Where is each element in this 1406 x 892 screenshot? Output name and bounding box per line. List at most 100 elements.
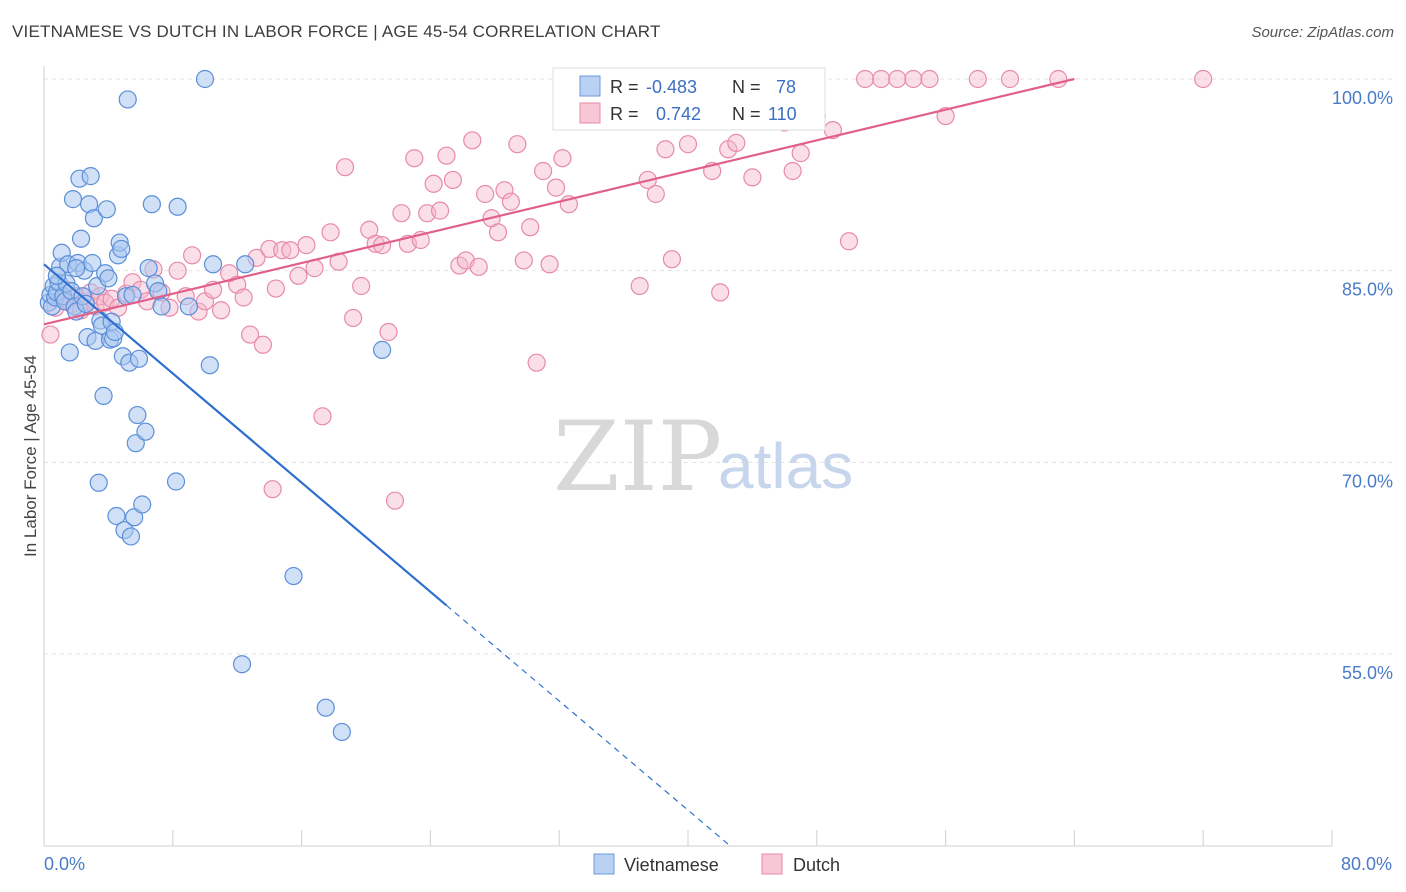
dutch-point-31 (240, 325, 260, 344)
legend-swatch-dutch (579, 102, 601, 124)
vietnamese-point-63 (152, 297, 171, 316)
y-axis-label: In Labor Force | Age 45-54 (21, 355, 40, 557)
dutch-point-65 (476, 184, 495, 204)
y-tick-label-85: 85.0% (1342, 280, 1393, 300)
dutch-point-69 (501, 192, 520, 211)
x-tick-label-max: 80.0% (1341, 854, 1392, 874)
vietnamese-point-31 (89, 473, 108, 492)
dutch-point-111 (1194, 69, 1213, 89)
vietnamese-point-69 (203, 255, 223, 274)
vietnamese-point-45 (112, 239, 131, 259)
dutch-point-50 (379, 322, 398, 342)
vietnamese-point-13 (60, 343, 79, 362)
dutch-point-87 (662, 250, 682, 269)
vietnamese-point-65 (168, 197, 187, 216)
dutch-point-58 (430, 201, 450, 220)
dutch-point-104 (888, 69, 907, 89)
dutch-point-72 (521, 218, 540, 237)
vietnamese-point-73 (316, 698, 335, 717)
vietnamese-point-77 (67, 259, 86, 278)
legend-n-label-1: N = (732, 77, 761, 97)
legend-r-label-2: R = (610, 104, 639, 124)
vietnamese-point-72 (232, 655, 252, 674)
dutch-point-46 (352, 276, 371, 296)
series-label-vietnamese: Vietnamese (624, 855, 719, 875)
legend-r-label-1: R = (610, 77, 639, 97)
dutch-point-38 (289, 266, 308, 285)
dutch-point-71 (514, 251, 533, 270)
y-tick-label-100: 100.0% (1332, 88, 1393, 108)
legend-n-label-2: N = (732, 104, 761, 124)
chart-source: Source: ZipAtlas.com (1251, 24, 1394, 41)
dutch-point-103 (872, 69, 891, 89)
vietnamese-point-27 (83, 253, 102, 273)
dutch-point-41 (313, 407, 332, 426)
vietnamese-point-71 (284, 566, 303, 586)
dutch-point-108 (968, 69, 987, 89)
legend-swatch-vietnamese (579, 75, 601, 97)
series-label-dutch: Dutch (793, 855, 840, 875)
vietnamese-point-23 (76, 294, 95, 313)
y-tick-label-55: 55.0% (1342, 663, 1393, 683)
dutch-point-44 (335, 158, 355, 177)
dutch-point-35 (266, 279, 285, 298)
series-legend: Vietnamese Dutch (593, 853, 840, 875)
vietnamese-point-51 (121, 527, 141, 546)
vietnamese-point-20 (71, 229, 91, 248)
watermark-zip: ZIP (553, 401, 722, 513)
dutch-point-33 (253, 335, 273, 354)
dutch-point-54 (405, 149, 424, 168)
dutch-point-105 (904, 69, 923, 89)
dutch-point-57 (424, 174, 443, 193)
series-swatch-vietnamese (593, 853, 615, 875)
legend-r-value-1: -0.483 (646, 77, 697, 97)
dutch-point-93 (727, 133, 746, 152)
correlation-legend: R = -0.483 N = 78 R = 0.742 N = 110 (552, 67, 826, 131)
dutch-point-27 (212, 301, 231, 320)
vietnamese-point-74 (332, 722, 351, 742)
vietnamese-point-42 (107, 506, 126, 526)
dutch-point-73 (527, 353, 546, 372)
vietnamese-points (39, 69, 392, 742)
x-tick-label-min: 0.0% (44, 854, 85, 874)
vietnamese-point-75 (373, 340, 392, 359)
dutch-point-98 (791, 144, 810, 163)
vietnamese-point-49 (118, 90, 137, 109)
dutch-point-70 (508, 135, 527, 154)
dutch-point-83 (630, 276, 649, 296)
dutch-point-68 (495, 181, 514, 200)
vietnamese-trend-extension (446, 604, 729, 845)
legend-n-value-2: 110 (768, 104, 797, 124)
vietnamese-point-41 (105, 322, 124, 342)
dutch-point-0 (41, 325, 60, 344)
dutch-point-64 (469, 257, 488, 276)
vietnamese-point-64 (166, 472, 186, 491)
dutch-trend-line (43, 77, 1075, 326)
dutch-point-109 (1000, 69, 1020, 89)
trend-lines (43, 77, 1075, 845)
vietnamese-point-26 (81, 167, 100, 186)
vietnamese-point-58 (136, 422, 155, 441)
dutch-point-59 (437, 146, 456, 165)
dutch-point-23 (183, 246, 202, 265)
dutch-point-86 (656, 140, 675, 159)
dutch-point-63 (463, 131, 482, 150)
dutch-point-60 (443, 170, 463, 190)
vietnamese-point-55 (128, 405, 147, 425)
vietnamese-point-56 (129, 349, 149, 368)
dutch-point-74 (533, 161, 553, 181)
dutch-point-21 (168, 261, 187, 280)
dutch-point-34 (260, 239, 279, 259)
legend-r-value-2: 0.742 (656, 104, 701, 124)
watermark-atlas: atlas (718, 430, 853, 502)
dutch-point-75 (540, 255, 559, 274)
vietnamese-point-15 (63, 190, 83, 209)
dutch-point-67 (488, 223, 508, 242)
dutch-point-85 (646, 184, 665, 204)
vietnamese-point-53 (125, 508, 144, 527)
vietnamese-point-57 (133, 495, 152, 514)
y-tick-labels: 55.0% 70.0% 85.0% 100.0% (1332, 88, 1393, 683)
series-swatch-dutch (761, 853, 783, 875)
dutch-point-30 (234, 288, 253, 307)
